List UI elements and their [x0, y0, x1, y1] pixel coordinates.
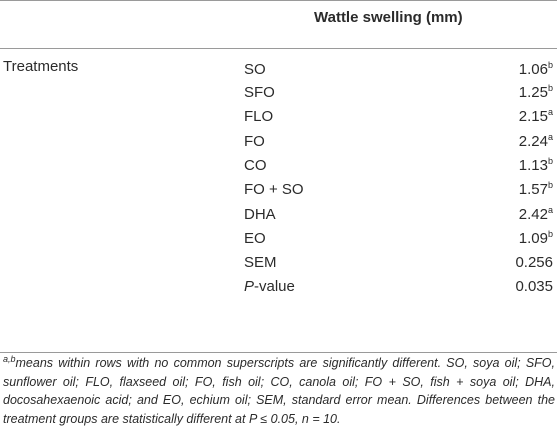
- table-row: SEM 0.256: [0, 251, 557, 275]
- treatment-value: 2.15a: [518, 107, 553, 126]
- row-group-label: Treatments: [3, 58, 79, 75]
- treatment-value: 2.24a: [518, 132, 553, 151]
- table-row: SO 1.06b: [0, 58, 557, 82]
- treatment-value: 2.42a: [518, 205, 553, 224]
- footnote-superscript: a,b: [3, 353, 16, 364]
- treatment-name: DHA: [244, 206, 276, 223]
- treatment-name: CO: [244, 157, 267, 174]
- table-row: FO 2.24a: [0, 130, 557, 154]
- treatment-value: 1.06b: [518, 60, 553, 79]
- treatment-value: 1.57b: [518, 180, 553, 199]
- treatment-name: FLO: [244, 108, 274, 125]
- table-row: EO 1.09b: [0, 227, 557, 251]
- significance-superscript: a: [547, 205, 553, 215]
- treatment-value: 1.13b: [518, 156, 553, 175]
- treatment-value: 1.09b: [518, 229, 553, 248]
- treatment-name: SFO: [244, 84, 275, 101]
- significance-superscript: b: [547, 180, 553, 190]
- table-footnote: a,bmeans within rows with no common supe…: [3, 354, 555, 428]
- table-row: P-value 0.035: [0, 275, 557, 299]
- significance-superscript: b: [547, 229, 553, 239]
- table-row: SFO 1.25b: [0, 81, 557, 105]
- table-row: FLO 2.15a: [0, 105, 557, 129]
- treatment-name: FO + SO: [244, 181, 304, 198]
- significance-superscript: b: [547, 156, 553, 166]
- statistic-value: 0.035: [515, 278, 553, 295]
- footnote-text: means within rows with no common supersc…: [3, 356, 555, 426]
- statistic-value: 0.256: [515, 254, 553, 271]
- statistic-name: SEM: [244, 254, 277, 271]
- significance-superscript: b: [547, 60, 553, 70]
- treatment-value: 1.25b: [518, 83, 553, 102]
- treatment-name: EO: [244, 230, 266, 247]
- significance-superscript: a: [547, 107, 553, 117]
- header-divider-rule: [0, 48, 557, 49]
- column-header: Wattle swelling (mm): [314, 9, 463, 26]
- table-bottom-rule: [0, 352, 557, 353]
- statistic-name: P-value: [244, 278, 295, 295]
- significance-superscript: b: [547, 83, 553, 93]
- table-row: CO 1.13b: [0, 154, 557, 178]
- treatment-name: FO: [244, 133, 265, 150]
- table-row: FO + SO 1.57b: [0, 178, 557, 202]
- treatment-name: SO: [244, 61, 266, 78]
- table-row: DHA 2.42a: [0, 203, 557, 227]
- table-top-rule: [0, 0, 557, 1]
- significance-superscript: a: [547, 132, 553, 142]
